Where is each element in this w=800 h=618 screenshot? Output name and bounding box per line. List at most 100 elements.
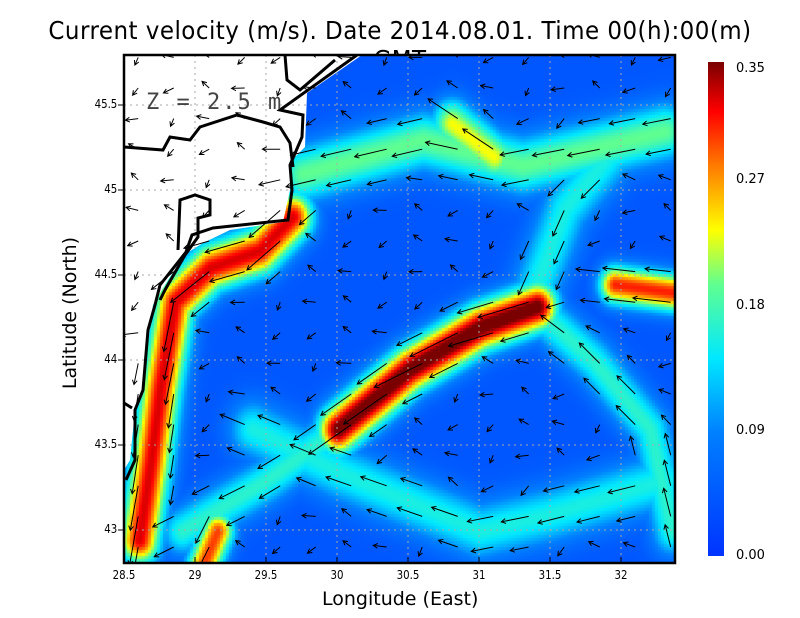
velocity-arrow: [168, 485, 175, 506]
velocity-arrow: [573, 485, 600, 494]
velocity-arrow: [163, 204, 174, 211]
velocity-arrow: [153, 546, 174, 558]
velocity-arrow: [165, 233, 175, 242]
velocity-arrow: [182, 240, 210, 250]
velocity-arrow: [414, 301, 423, 310]
velocity-arrow: [509, 546, 529, 553]
velocity-arrow: [616, 375, 636, 395]
velocity-arrow: [481, 271, 494, 278]
velocity-arrow: [481, 356, 494, 364]
velocity-arrow: [540, 314, 565, 334]
velocity-arrow: [191, 485, 210, 495]
velocity-arrow: [166, 393, 175, 429]
velocity-arrow: [309, 55, 317, 58]
velocity-arrow: [195, 516, 210, 545]
velocity-arrow: [201, 424, 210, 433]
velocity-arrow: [195, 114, 210, 120]
velocity-arrow: [629, 240, 636, 250]
velocity-arrow: [443, 450, 458, 457]
velocity-arrow: [663, 432, 672, 456]
depth-label: Z = 2.5 m: [146, 90, 284, 115]
y-tick-label: 44.5: [94, 267, 118, 281]
x-tick-label: 30.5: [396, 568, 420, 582]
velocity-arrow: [536, 515, 565, 525]
velocity-arrow: [237, 57, 246, 65]
velocity-arrow: [485, 210, 494, 219]
velocity-arrow: [232, 209, 245, 218]
velocity-arrow: [660, 414, 672, 425]
velocity-arrow: [557, 546, 565, 557]
velocity-arrow: [162, 87, 174, 94]
velocity-arrow: [235, 326, 245, 334]
velocity-arrow: [499, 148, 529, 157]
velocity-arrow: [439, 301, 458, 312]
velocity-arrow: [615, 404, 636, 425]
velocity-arrow: [521, 57, 530, 66]
velocity-arrow: [542, 485, 565, 493]
velocity-arrow: [342, 240, 352, 248]
velocity-arrow: [229, 299, 245, 306]
velocity-arrow: [261, 146, 281, 152]
velocity-arrow: [628, 435, 636, 456]
velocity-arrow: [372, 543, 387, 549]
velocity-arrow: [524, 87, 530, 97]
velocity-arrow: [601, 265, 636, 273]
y-tick-label: 43: [104, 522, 118, 536]
velocity-arrow: [373, 362, 423, 389]
velocity-arrow: [301, 298, 316, 305]
x-tick-label: 32: [614, 568, 628, 582]
velocity-arrow: [200, 546, 210, 563]
velocity-arrow: [305, 118, 316, 126]
velocity-arrow: [151, 515, 174, 528]
velocity-arrow: [340, 110, 352, 119]
velocity-arrow: [230, 85, 245, 92]
velocity-arrow: [306, 332, 316, 340]
velocity-arrow: [631, 295, 671, 303]
velocity-arrow: [500, 179, 529, 188]
velocity-arrow: [447, 424, 458, 431]
velocity-arrow: [587, 540, 600, 548]
velocity-arrow: [603, 296, 636, 303]
x-tick-label: 31: [472, 568, 486, 582]
velocity-arrow: [449, 264, 459, 272]
colorbar-tick-label: 0.00: [736, 548, 765, 563]
velocity-arrow: [604, 148, 636, 158]
velocity-arrow: [132, 363, 139, 386]
x-axis-label: Longitude (East): [322, 588, 479, 610]
velocity-arrow: [376, 454, 388, 465]
velocity-arrow: [337, 268, 352, 274]
velocity-arrow: [621, 87, 636, 94]
velocity-arrow: [130, 455, 139, 495]
velocity-arrow: [289, 148, 316, 157]
colorbar: [708, 62, 724, 556]
velocity-arrow: [276, 302, 282, 311]
velocity-arrow: [271, 332, 281, 341]
velocity-arrow: [516, 203, 529, 211]
velocity-arrow: [658, 388, 671, 395]
velocity-arrow: [622, 541, 636, 548]
velocity-arrow: [307, 424, 352, 455]
velocity-arrow: [566, 148, 600, 158]
velocity-arrow: [427, 98, 458, 120]
velocity-arrow: [412, 448, 423, 456]
velocity-arrow: [366, 179, 387, 187]
velocity-arrow: [576, 515, 600, 524]
velocity-arrow: [320, 148, 352, 159]
velocity-arrow: [413, 87, 423, 96]
velocity-arrow: [430, 505, 458, 517]
velocity-arrow: [342, 393, 387, 425]
velocity-arrow: [547, 179, 565, 197]
velocity-arrow: [329, 446, 352, 456]
velocity-arrow: [133, 271, 140, 281]
velocity-arrow: [234, 540, 245, 548]
velocity-arrow: [271, 118, 281, 127]
velocity-arrow: [515, 118, 529, 126]
velocity-arrow: [169, 118, 175, 128]
velocity-arrow: [271, 546, 281, 555]
velocity-arrow: [477, 301, 529, 319]
velocity-arrow: [378, 240, 388, 249]
velocity-arrow: [353, 148, 387, 159]
velocity-arrow: [621, 209, 636, 215]
x-tick-label: 29: [188, 568, 202, 582]
velocity-arrow: [645, 148, 671, 157]
